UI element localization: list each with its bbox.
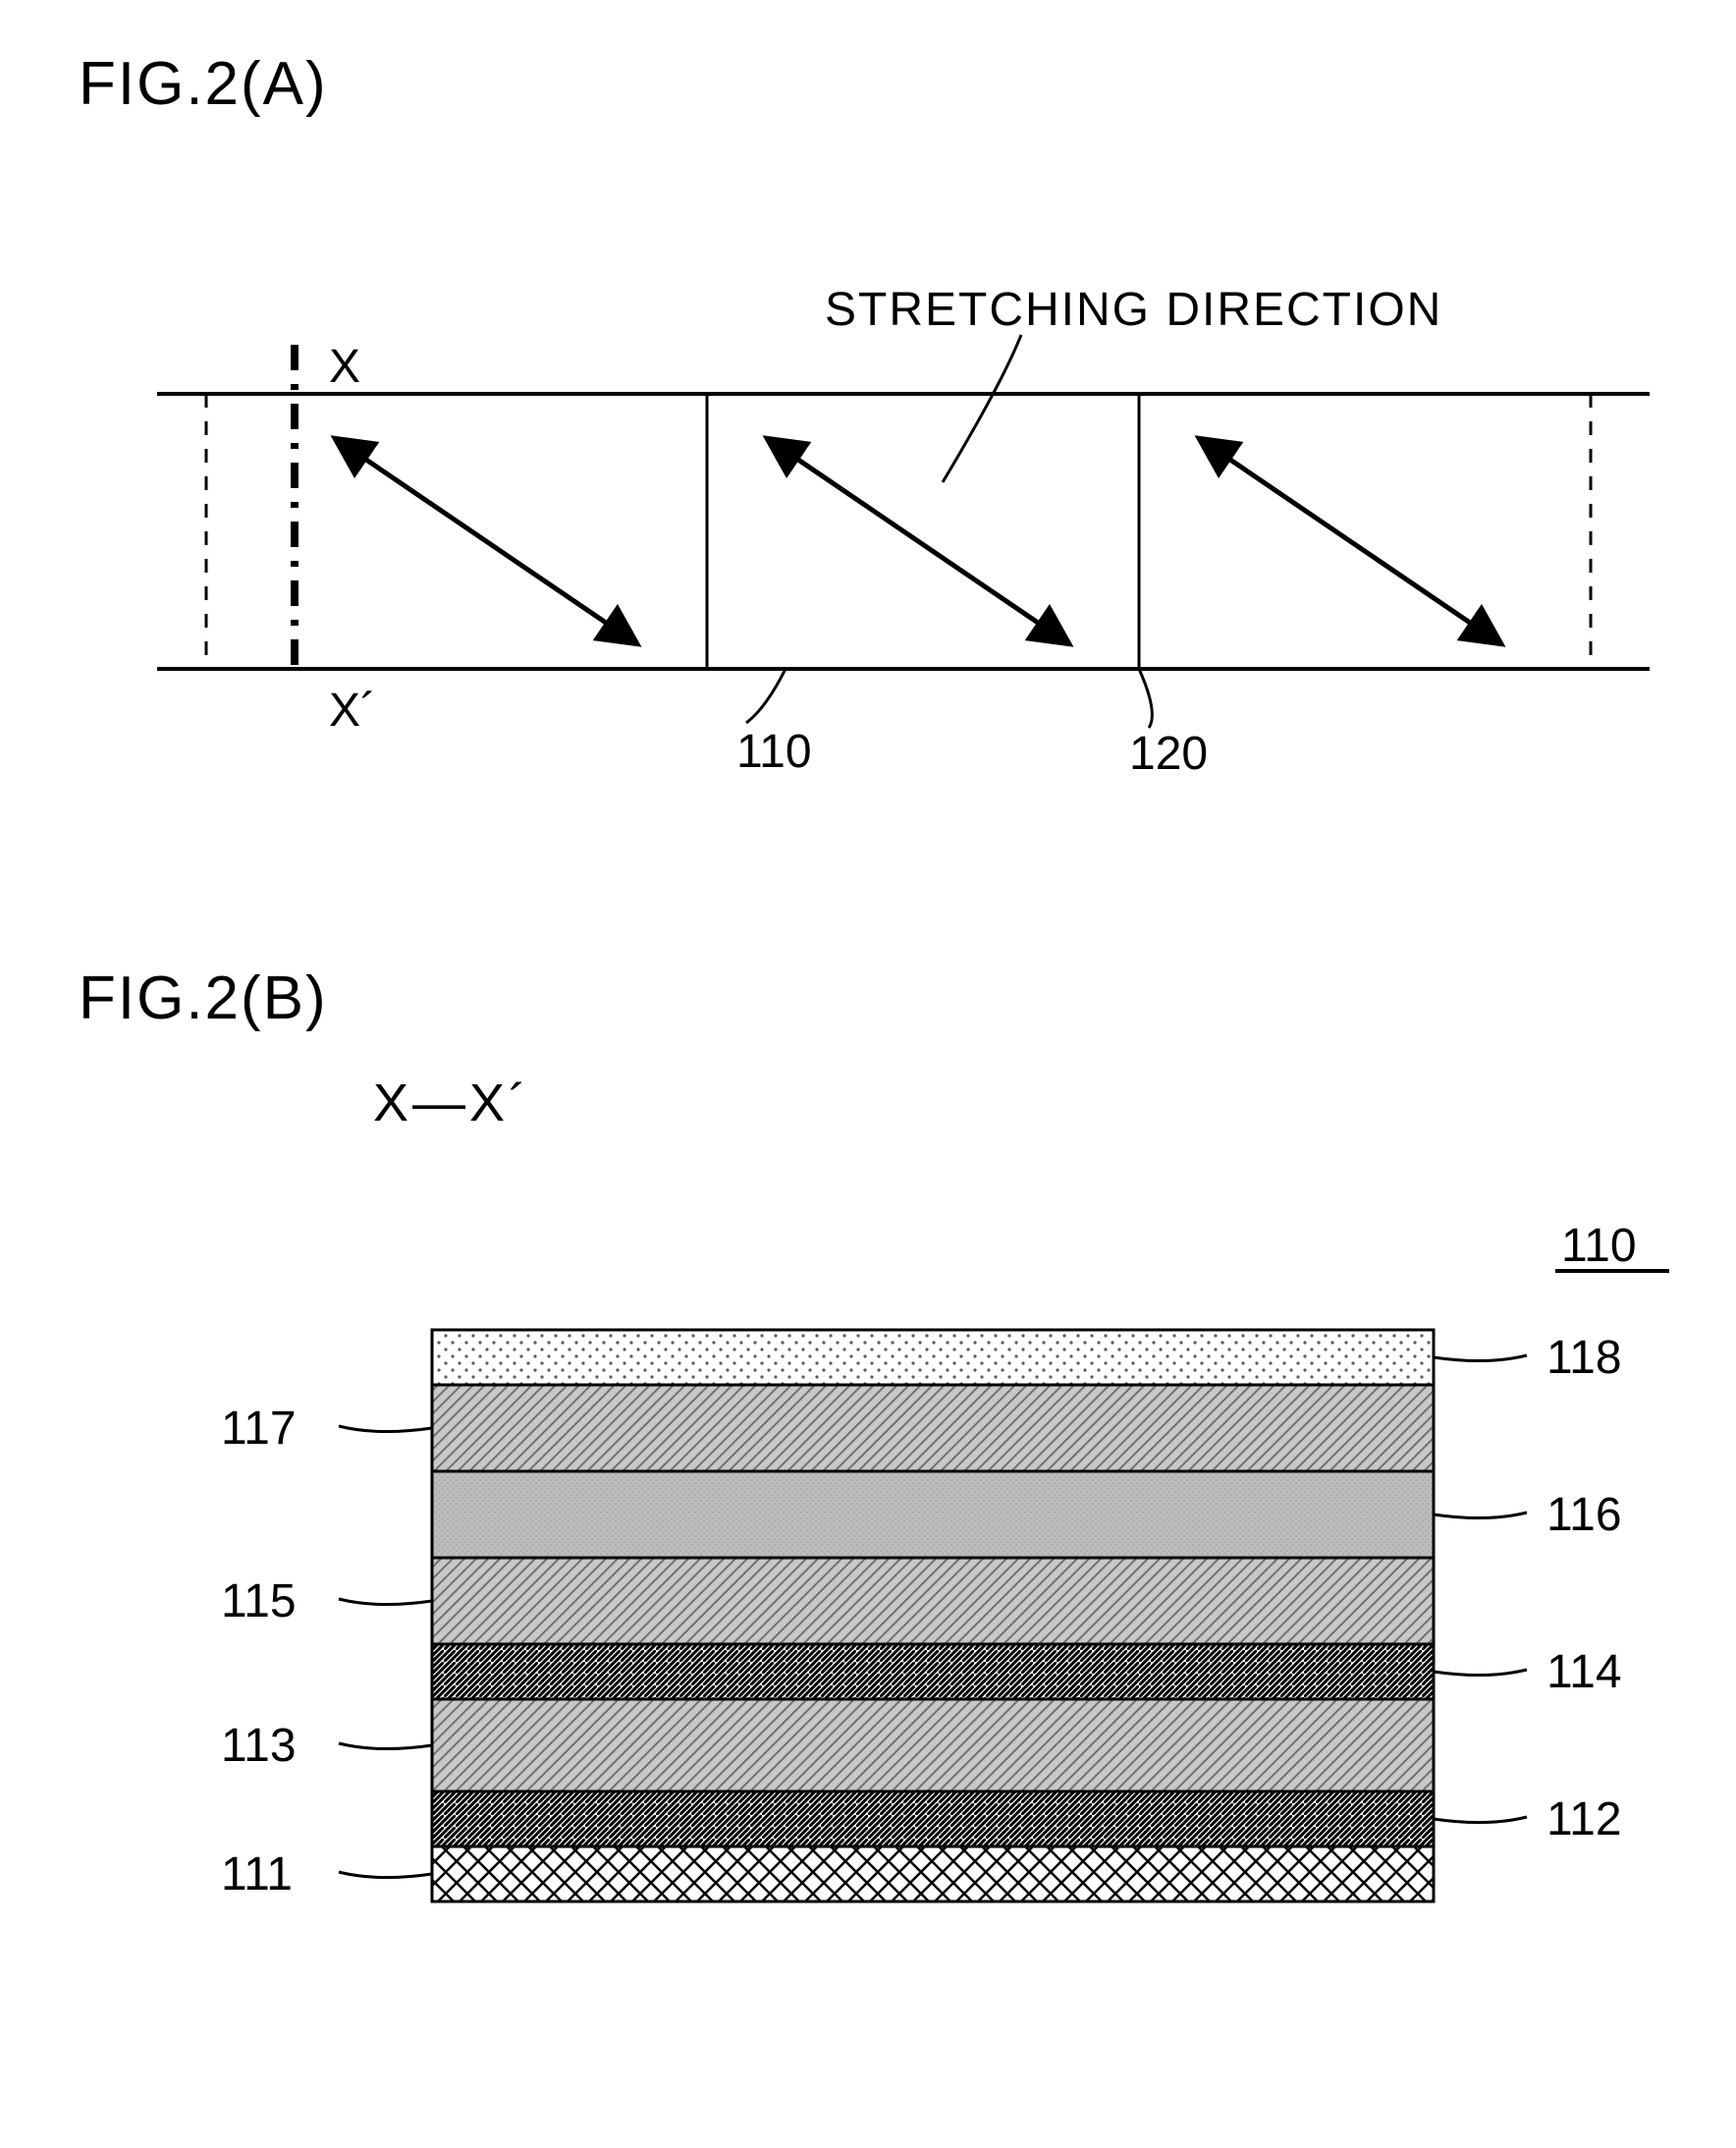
figure-2b-diagram: 110 118 117 116 115 114 113 112 111 [79, 1202, 1657, 1968]
ref-116: 116 [1546, 1489, 1622, 1541]
layer-111 [432, 1846, 1434, 1901]
assembly-ref-110: 110 [1561, 1220, 1637, 1272]
ref-113: 113 [221, 1720, 297, 1772]
leader-114 [1434, 1670, 1527, 1676]
layer-114 [432, 1644, 1434, 1699]
leader-113 [339, 1743, 432, 1749]
leader-110 [746, 669, 786, 723]
layer-115 [432, 1558, 1434, 1644]
stretch-arrow [795, 458, 1041, 625]
layer-112 [432, 1791, 1434, 1846]
stretch-arrow [1227, 458, 1473, 625]
ref-110: 110 [736, 726, 812, 778]
stretching-direction-label: STRETCHING DIRECTION [825, 284, 1442, 336]
leader-120 [1139, 669, 1152, 728]
leader-stretching [943, 335, 1021, 482]
figure-2b-title: FIG.2(B) [79, 964, 1657, 1033]
leader-112 [1434, 1817, 1527, 1823]
section-x-label: X [329, 341, 360, 393]
leader-118 [1434, 1355, 1527, 1361]
ref-111: 111 [221, 1848, 293, 1900]
figure-2a-title: FIG.2(A) [79, 49, 1657, 119]
stretch-arrow [363, 458, 609, 625]
figure-2a-diagram: STRETCHING DIRECTION X X´ 110 120 [79, 237, 1657, 806]
leader-115 [339, 1599, 432, 1605]
layer-117 [432, 1385, 1434, 1471]
layer-116 [432, 1471, 1434, 1558]
ref-117: 117 [221, 1403, 297, 1455]
layer-118 [432, 1330, 1434, 1385]
ref-118: 118 [1546, 1332, 1622, 1384]
ref-114: 114 [1546, 1646, 1622, 1698]
leader-117 [339, 1426, 432, 1432]
ref-112: 112 [1546, 1793, 1622, 1845]
ref-120: 120 [1129, 728, 1208, 780]
ref-115: 115 [221, 1575, 297, 1627]
section-xprime-label: X´ [329, 685, 376, 737]
leader-111 [339, 1872, 432, 1878]
section-label-xx: X—X´ [373, 1073, 1657, 1133]
leader-116 [1434, 1513, 1527, 1518]
layer-113 [432, 1699, 1434, 1791]
